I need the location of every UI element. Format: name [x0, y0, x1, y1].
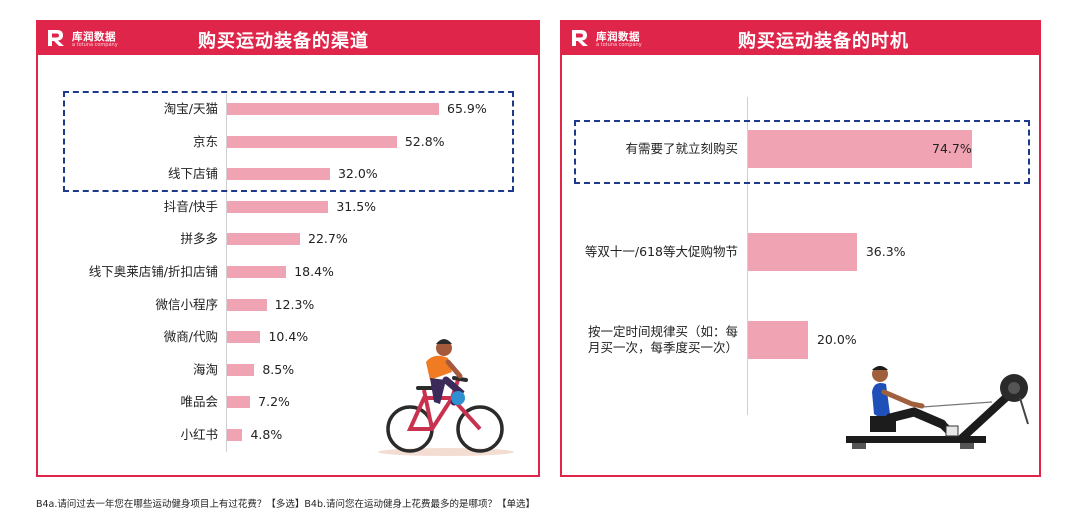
panel-header: 库润数据 a totuna company 购买运动装备的时机 [562, 22, 1039, 55]
chart-title: 购买运动装备的时机 [738, 31, 909, 52]
logo-r-icon [572, 30, 588, 46]
bar [227, 396, 251, 409]
bar [227, 168, 330, 181]
data-label: 20.0% [816, 332, 857, 347]
data-label: 74.7% [932, 141, 972, 156]
bar [227, 200, 329, 213]
bar [227, 429, 243, 441]
category-label: 线下奥莱店铺/折扣店铺 [88, 264, 218, 279]
logo-text: 库润数据 [596, 31, 640, 43]
highlight-box [63, 91, 514, 192]
bar [748, 233, 857, 271]
bar [748, 321, 808, 359]
bar [227, 135, 397, 148]
bar [227, 363, 255, 376]
category-label: 微信小程序 [155, 296, 218, 312]
panel-header: 库润数据 a totuna company 购买运动装备的渠道 [38, 22, 538, 55]
category-label: 淘宝/天猫 [163, 101, 218, 116]
logo-subtitle: a totuna company [72, 42, 118, 48]
data-label: 12.3% [274, 296, 315, 312]
bar [748, 130, 972, 168]
cyclist-illustration [378, 339, 514, 456]
data-label: 52.8% [404, 133, 445, 149]
category-label-line: 月买一次，每季度买一次） [587, 340, 738, 355]
category-label: 唯品会 [180, 394, 218, 410]
highlight-box [574, 120, 1030, 184]
data-label: 36.3% [865, 244, 906, 259]
data-label: 4.8% [250, 427, 283, 442]
timing-chart-panel: 库润数据 a totuna company 购买运动装备的时机 有需要了就立刻购… [560, 20, 1041, 477]
bar [227, 331, 261, 344]
bar [227, 266, 287, 278]
category-label: 微商/代购 [163, 329, 218, 345]
bar [227, 103, 439, 115]
data-label: 8.5% [262, 361, 295, 377]
category-label-line: 按一定时间规律买（如：每 [587, 324, 738, 339]
category-label: 按一定时间规律买（如：每 月买一次，每季度买一次） [562, 324, 738, 356]
category-label-line: 有需要了就立刻购买 [625, 141, 738, 156]
data-label: 31.5% [336, 198, 377, 214]
data-label: 22.7% [308, 231, 348, 247]
chart-title: 购买运动装备的渠道 [198, 31, 369, 52]
logo-subtitle: a totuna company [596, 42, 642, 48]
data-label: 65.9% [447, 101, 487, 116]
category-label-line: 等双十一/618等大促购物节 [584, 244, 738, 259]
channel-chart-panel: 库润数据 a totuna company 购买运动装备的渠道 淘宝/天猫 65.… [36, 20, 540, 477]
category-label: 小红书 [180, 427, 218, 442]
y-axis-line [226, 94, 227, 452]
rowing-machine-illustration [846, 366, 1029, 449]
category-label: 海淘 [192, 361, 218, 377]
data-label: 18.4% [294, 264, 334, 279]
category-label: 等双十一/618等大促购物节 [562, 244, 738, 260]
logo-text: 库润数据 [72, 31, 116, 43]
data-label: 32.0% [337, 166, 378, 182]
category-label: 京东 [192, 133, 218, 149]
category-label: 抖音/快手 [163, 198, 218, 214]
footnote: B4a.请问过去一年您在哪些运动健身项目上有过花费？【多选】B4b.请问您在运动… [36, 499, 536, 510]
y-axis-line [747, 97, 748, 415]
data-label: 7.2% [258, 394, 290, 410]
bar [227, 298, 267, 311]
category-label: 有需要了就立刻购买 [562, 141, 738, 157]
data-label: 10.4% [268, 329, 309, 345]
category-label: 拼多多 [180, 231, 218, 247]
category-label: 线下店铺 [167, 166, 218, 182]
bar [227, 233, 301, 246]
logo-r-icon [48, 30, 64, 46]
